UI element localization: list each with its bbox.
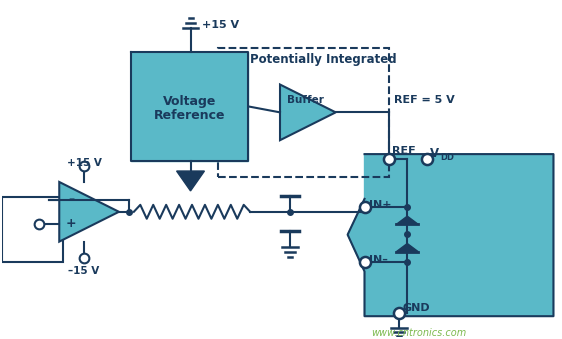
Text: +: +: [66, 217, 76, 230]
Text: –: –: [68, 193, 74, 206]
Polygon shape: [348, 154, 554, 316]
Text: +15 V: +15 V: [202, 20, 239, 30]
Bar: [2, 197, 64, 261]
Text: –15 V: –15 V: [69, 266, 99, 277]
Polygon shape: [396, 216, 418, 224]
Text: DD: DD: [440, 153, 454, 162]
Text: www.cntronics.com: www.cntronics.com: [371, 328, 467, 338]
Polygon shape: [59, 182, 119, 242]
Text: Reference: Reference: [154, 109, 225, 122]
Polygon shape: [131, 52, 248, 161]
Text: IN+: IN+: [369, 200, 392, 210]
Text: V: V: [430, 147, 439, 160]
Text: Buffer: Buffer: [287, 95, 324, 105]
Text: REF: REF: [392, 146, 416, 156]
Text: GND: GND: [402, 303, 430, 313]
Text: Voltage: Voltage: [163, 95, 216, 108]
Text: IN–: IN–: [369, 255, 388, 264]
Polygon shape: [396, 243, 418, 252]
Text: Potentially Integrated: Potentially Integrated: [251, 53, 397, 66]
Polygon shape: [176, 171, 205, 191]
Text: REF = 5 V: REF = 5 V: [395, 95, 455, 105]
Bar: [219, 48, 389, 177]
Polygon shape: [280, 84, 336, 140]
Text: +15 V: +15 V: [67, 158, 102, 168]
